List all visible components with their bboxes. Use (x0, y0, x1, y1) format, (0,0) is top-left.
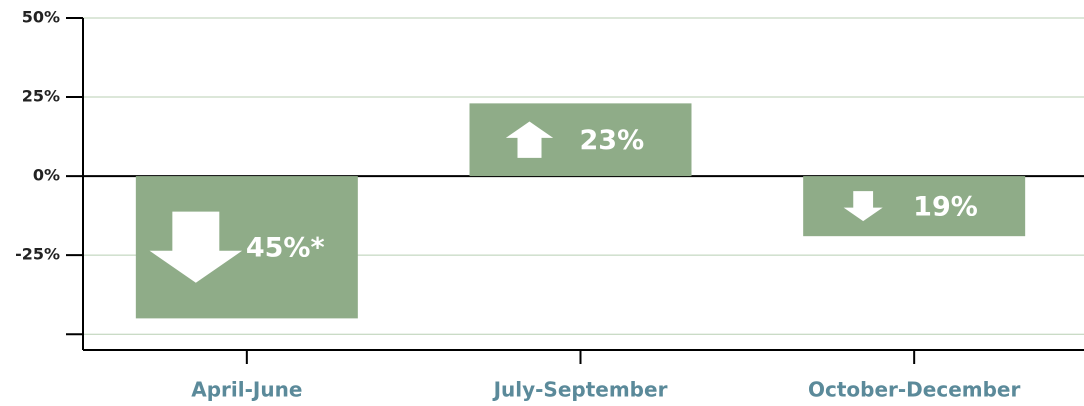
y-tick-label: 0% (33, 166, 60, 185)
y-tick-label: 50% (22, 8, 60, 27)
x-tick-label: April-June (191, 378, 302, 402)
arrow-icon (505, 121, 554, 158)
bar (803, 176, 1026, 237)
bar (469, 103, 692, 177)
x-tick-label: July-September (492, 378, 668, 402)
value-label: 23% (580, 125, 645, 156)
arrow-icon (843, 191, 883, 222)
value-label: 19% (913, 192, 978, 223)
arrow-icon (149, 211, 243, 283)
y-tick-label: -25% (15, 245, 60, 264)
x-tick-label: October-December (808, 378, 1021, 402)
value-label: 45%* (246, 233, 325, 264)
y-tick-label: 25% (22, 87, 60, 106)
